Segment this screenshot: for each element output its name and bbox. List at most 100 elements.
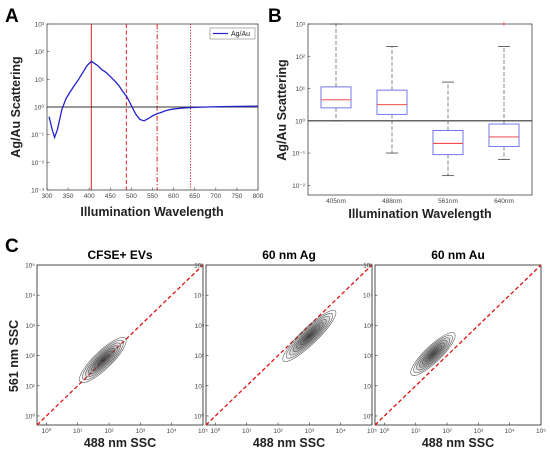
- panel-c-y-tick-label: 10⁰: [194, 412, 204, 420]
- panel-c-y-tick-label: 10¹: [364, 383, 374, 390]
- panel-c-diagonal-line: [205, 264, 373, 426]
- panel-a-legend: Ag/Au: [209, 27, 256, 40]
- panel-a-x-axis-label: Illumination Wavelength: [80, 205, 223, 219]
- panel-a-x-tick-label: 600: [168, 193, 179, 200]
- panel-b-outlier: +: [502, 20, 507, 29]
- panel-b-x-tick-label: 405nm: [326, 198, 346, 205]
- panel-c-y-axis-label: 561 nm SSC: [7, 320, 21, 392]
- panel-a-y-tick-label: 10²: [35, 49, 45, 56]
- panel-a-x-tick-label: 700: [210, 193, 221, 200]
- panel-c-contour: [79, 337, 127, 384]
- panel-b-boxes: +: [320, 20, 520, 177]
- panel-c-contour: [82, 339, 124, 381]
- panel-c-x-tick-label: 10²: [442, 428, 452, 435]
- panel-b-box: [320, 86, 352, 109]
- panel-c-density-fill: [284, 312, 334, 360]
- panel-c-contour: [299, 325, 321, 346]
- panel-c-x-tick-label: 10³: [136, 428, 146, 435]
- panel-a-x-tick-label: 400: [84, 193, 95, 200]
- panel-c-y-tick-label: 10⁵: [363, 263, 373, 270]
- panel-c-contour: [289, 316, 330, 356]
- panel-c-x-tick-label: 10³: [474, 428, 484, 435]
- panel-b-y-tick-label: 10⁰: [295, 117, 305, 125]
- panel-c-contour: [97, 353, 110, 366]
- panel-label-a: A: [5, 6, 19, 27]
- panel-c-y-tick-label: 10¹: [195, 383, 205, 390]
- panel-c-density-cloud: [282, 309, 337, 362]
- panel-c-x-tick-label: 10¹: [411, 428, 421, 435]
- panel-c-chart: 10⁰ 10¹ 10² 10³ 10⁴ 10⁵10⁰10¹10²10³10⁴10⁵CFSE…: [7, 248, 546, 450]
- panel-c-y-tick-label: 10⁴: [363, 293, 373, 300]
- panel-c-x-tick-label: 10⁵: [367, 428, 377, 435]
- panel-c-contour: [94, 350, 113, 369]
- panel-c-contour: [292, 319, 327, 352]
- panel-c-contour: [424, 345, 443, 362]
- panel-c-contour: [100, 356, 107, 363]
- panel-c-subplot-title: CFSE+ EVs: [87, 248, 152, 262]
- panel-c-subplot-1: 10⁰ 10¹ 10² 10³ 10⁴ 10⁵ 10⁰ 10¹ 10² 10³ 10⁴ 10⁵ CFSE…: [25, 248, 208, 450]
- panel-c-y-tick-label: 10⁰: [25, 412, 35, 420]
- panel-c-x-tick-label: 10⁴: [167, 428, 177, 435]
- panel-c-y-tick-label: 10⁰: [363, 412, 373, 420]
- panel-a-x-tick-label: 750: [231, 193, 242, 200]
- panel-c-contour: [419, 340, 448, 368]
- panel-b-y-tick-label: 10¹: [296, 86, 306, 93]
- panel-c-contour: [430, 350, 437, 357]
- panel-a-y-tick-label: 10⁻¹: [31, 132, 45, 139]
- panel-c-x-tick-label: 10⁵: [198, 428, 208, 435]
- panel-c-subplots: 10⁰ 10¹ 10² 10³ 10⁴ 10⁵10⁰10¹10²10³10⁴10⁵CFSE…: [25, 248, 546, 450]
- panel-a-series-line: [48, 60, 259, 140]
- panel-a-x-tick-label: 300: [42, 193, 53, 200]
- panel-c-density-cloud: [410, 332, 456, 376]
- panel-c-x-axis-label: 488 nm SSC: [422, 436, 494, 450]
- panel-a-y-axis-label: Ag/Au Scattering: [9, 56, 23, 157]
- panel-c-y-tick-label: 10²: [195, 353, 205, 360]
- panel-a-chart: 300 350 400 450 500 550 600 650 700 750 800 10⁻³ 10⁻…: [9, 22, 264, 220]
- panel-c-y-tick-label: 10⁵: [194, 263, 204, 270]
- panel-c-diagonal-line: [374, 264, 542, 426]
- panel-c-x-tick-label: 10⁴: [336, 428, 346, 435]
- panel-b-chart: 10⁻² 10⁻¹ 10⁰ 10¹ 10² 10³ 405nm 488nm 561nm 640nm…: [275, 20, 533, 221]
- panel-c-contour: [427, 347, 440, 360]
- panel-c-y-tick-label: 10⁴: [25, 293, 35, 300]
- panel-c-x-tick-label: 10⁰: [379, 427, 389, 435]
- panel-c-subplot-title: 60 nm Au: [431, 248, 485, 262]
- panel-a-x-tick-label: 650: [189, 193, 200, 200]
- panel-b-y-tick-label: 10⁻²: [292, 183, 306, 190]
- panel-c-x-tick-label: 10²: [104, 428, 114, 435]
- panel-a-x-tick-label: 450: [105, 193, 116, 200]
- panel-c-contour: [282, 309, 337, 362]
- panel-c-x-tick-label: 10¹: [73, 428, 83, 435]
- panel-c-y-tick-label: 10³: [364, 323, 374, 330]
- panel-a-x-tick-label: 550: [147, 193, 158, 200]
- panel-c-subplot-title: 60 nm Ag: [262, 248, 316, 262]
- panel-c-x-tick-label: 10³: [305, 428, 315, 435]
- panel-a-x-tick-label: 500: [126, 193, 137, 200]
- panel-c-contour: [422, 342, 445, 365]
- panel-c-contour: [285, 313, 333, 359]
- panel-c-x-axis-label: 488 nm SSC: [84, 436, 156, 450]
- panel-a-x-tick-label: 350: [63, 193, 74, 200]
- panel-c-y-tick-label: 10²: [26, 353, 36, 360]
- panel-c-y-tick-label: 10⁵: [25, 263, 35, 270]
- panel-a-y-tick-label: 10¹: [35, 77, 45, 84]
- panel-a-y-tick-label: 10³: [35, 22, 45, 29]
- panel-c-y-tick-label: 10²: [364, 353, 374, 360]
- panel-a-y-tick-label: 10⁰: [34, 104, 44, 112]
- panel-c-contour: [85, 342, 121, 378]
- panel-c-subplot-2: 10⁰ 10¹ 10² 10³ 10⁴ 10⁵ 10⁰ 10¹ 10² 10³ 10⁴ 10⁵ 60 n…: [194, 248, 377, 450]
- panel-c-contour: [296, 322, 324, 349]
- panel-c-y-tick-label: 10³: [195, 323, 205, 330]
- panel-b-y-tick-label: 10⁻¹: [292, 151, 306, 158]
- panel-c-diagonal-line: [36, 264, 204, 426]
- panel-c-x-tick-label: 10²: [273, 428, 283, 435]
- panel-c-x-tick-label: 10⁰: [41, 427, 51, 435]
- panel-b-x-axis-label: Illumination Wavelength: [348, 207, 491, 221]
- panel-b-y-tick-label: 10³: [296, 22, 306, 29]
- panel-b-box: [432, 130, 464, 156]
- panel-b-plot-area: [307, 23, 533, 196]
- panel-b-box: [376, 89, 408, 115]
- panel-c-contour: [410, 332, 456, 376]
